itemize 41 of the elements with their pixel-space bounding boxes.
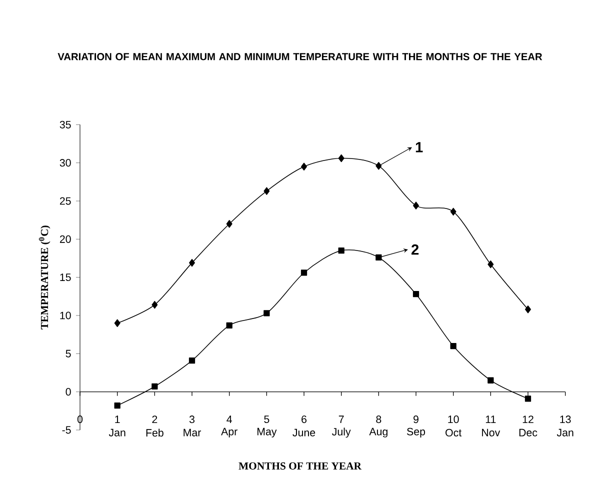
x-tick-label: 7 (338, 416, 344, 423)
y-tick-label: -5 (62, 426, 71, 434)
y-tick-label: 15 (60, 274, 71, 282)
annotation: Jan (556, 428, 574, 436)
x-tick-label: 6 (302, 416, 306, 424)
annotation: May (257, 428, 277, 438)
annotation: Apr (221, 428, 238, 438)
y-tick-label: 10 (60, 312, 71, 320)
x-tick-label: 12 (522, 416, 534, 424)
x-tick-label: 0 (77, 416, 83, 424)
x-tick-label: 13 (560, 416, 571, 424)
y-tick-label: 25 (60, 197, 71, 205)
y-tick-label: 35 (60, 120, 71, 128)
annotation: Dec (519, 428, 538, 436)
x-tick-label: 8 (376, 416, 382, 424)
y-axis-title: TEMPERATURE ($^{0}$C) (38, 226, 50, 330)
chart-title: VARIATION OF MEAN MAXIMUM AND MINIMUM TEMPERATURE WITH THE MONTHS OF THE YEAR (58, 53, 542, 60)
y-tick-label: 20 (60, 235, 71, 243)
x-tick-label: 11 (486, 416, 496, 423)
x-tick-label: 3 (189, 416, 194, 424)
x-tick-label: 5 (264, 416, 270, 424)
x-tick-label: 9 (414, 416, 418, 424)
x-tick-label: 2 (152, 416, 158, 424)
annotation: Jan (108, 428, 126, 436)
y-tick-label: 0 (66, 388, 71, 396)
annotation: 1 (416, 142, 423, 152)
annotation: Aug (369, 428, 388, 438)
x-tick-label: 4 (226, 416, 232, 423)
y-tick-label: 5 (66, 350, 71, 358)
x-axis-title: MONTHS OF THE YEAR (238, 462, 362, 470)
annotation: Mar (184, 428, 201, 436)
annotation: 2 (412, 244, 419, 255)
annotation: July (332, 428, 351, 438)
annotation: Oct (446, 428, 462, 436)
x-tick-label: 1 (115, 416, 120, 423)
annotation: Sep (406, 428, 426, 438)
x-tick-label: 10 (448, 416, 459, 424)
annotation: Nov (482, 428, 500, 436)
y-tick-label: 30 (60, 159, 71, 167)
annotation: June (292, 428, 316, 436)
annotation: Feb (146, 428, 164, 437)
